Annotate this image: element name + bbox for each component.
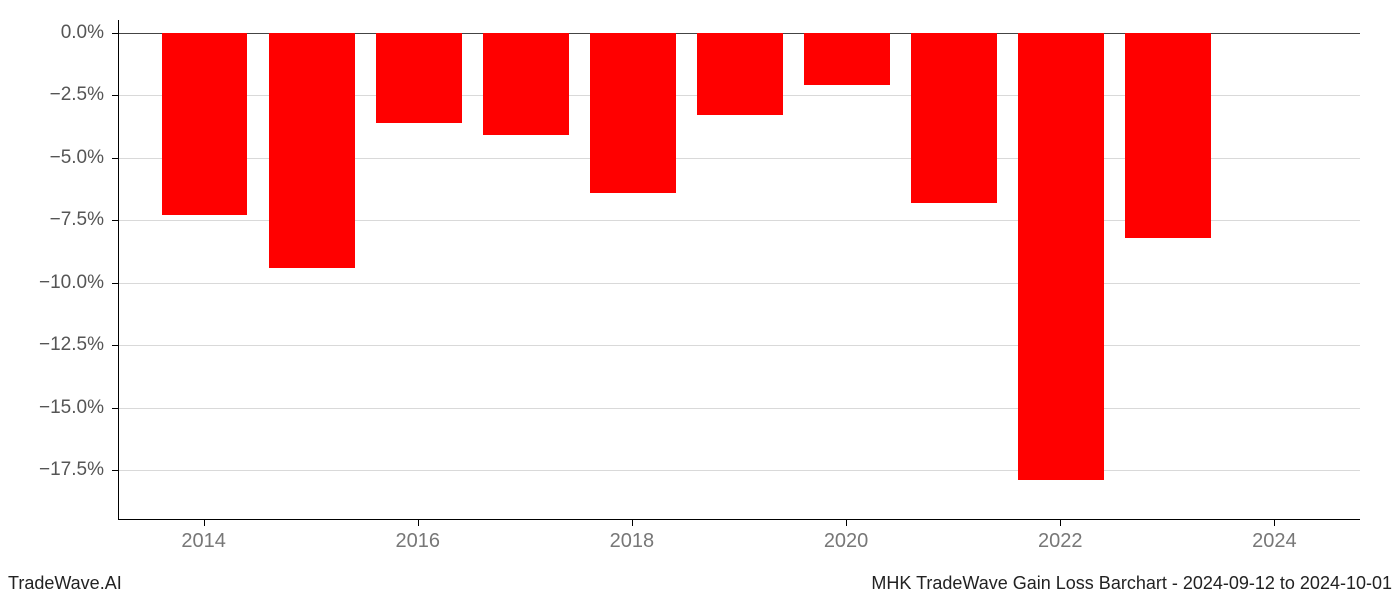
x-tick-mark <box>632 520 633 526</box>
y-tick-label: −12.5% <box>0 334 104 356</box>
bar <box>1125 33 1211 238</box>
bar <box>376 33 462 123</box>
y-tick-mark <box>112 33 118 34</box>
bar <box>269 33 355 268</box>
y-tick-mark <box>112 470 118 471</box>
footer-right-text: MHK TradeWave Gain Loss Barchart - 2024-… <box>871 573 1392 594</box>
x-tick-label: 2022 <box>1038 530 1083 553</box>
bar <box>804 33 890 86</box>
x-tick-mark <box>1274 520 1275 526</box>
y-tick-mark <box>112 408 118 409</box>
bar <box>697 33 783 116</box>
gridline <box>119 408 1360 409</box>
bar <box>483 33 569 136</box>
x-tick-mark <box>204 520 205 526</box>
bar <box>1018 33 1104 481</box>
x-tick-mark <box>418 520 419 526</box>
y-tick-label: −5.0% <box>0 147 104 169</box>
y-tick-label: −2.5% <box>0 84 104 106</box>
gridline <box>119 470 1360 471</box>
y-tick-mark <box>112 345 118 346</box>
plot-area <box>118 20 1360 520</box>
footer-left-text: TradeWave.AI <box>8 573 122 594</box>
x-tick-label: 2018 <box>610 530 655 553</box>
y-tick-label: −7.5% <box>0 209 104 231</box>
y-tick-label: −15.0% <box>0 397 104 419</box>
gridline <box>119 283 1360 284</box>
x-tick-label: 2014 <box>181 530 226 553</box>
x-tick-label: 2016 <box>396 530 441 553</box>
x-tick-mark <box>1060 520 1061 526</box>
x-tick-mark <box>846 520 847 526</box>
chart-container: TradeWave.AI MHK TradeWave Gain Loss Bar… <box>0 0 1400 600</box>
y-tick-label: −17.5% <box>0 459 104 481</box>
y-tick-mark <box>112 158 118 159</box>
y-tick-mark <box>112 283 118 284</box>
bar <box>590 33 676 193</box>
gridline <box>119 345 1360 346</box>
y-tick-label: 0.0% <box>0 22 104 44</box>
x-tick-label: 2024 <box>1252 530 1297 553</box>
x-tick-label: 2020 <box>824 530 869 553</box>
y-tick-label: −10.0% <box>0 272 104 294</box>
y-tick-mark <box>112 220 118 221</box>
bar <box>911 33 997 203</box>
bar <box>162 33 248 216</box>
y-tick-mark <box>112 95 118 96</box>
